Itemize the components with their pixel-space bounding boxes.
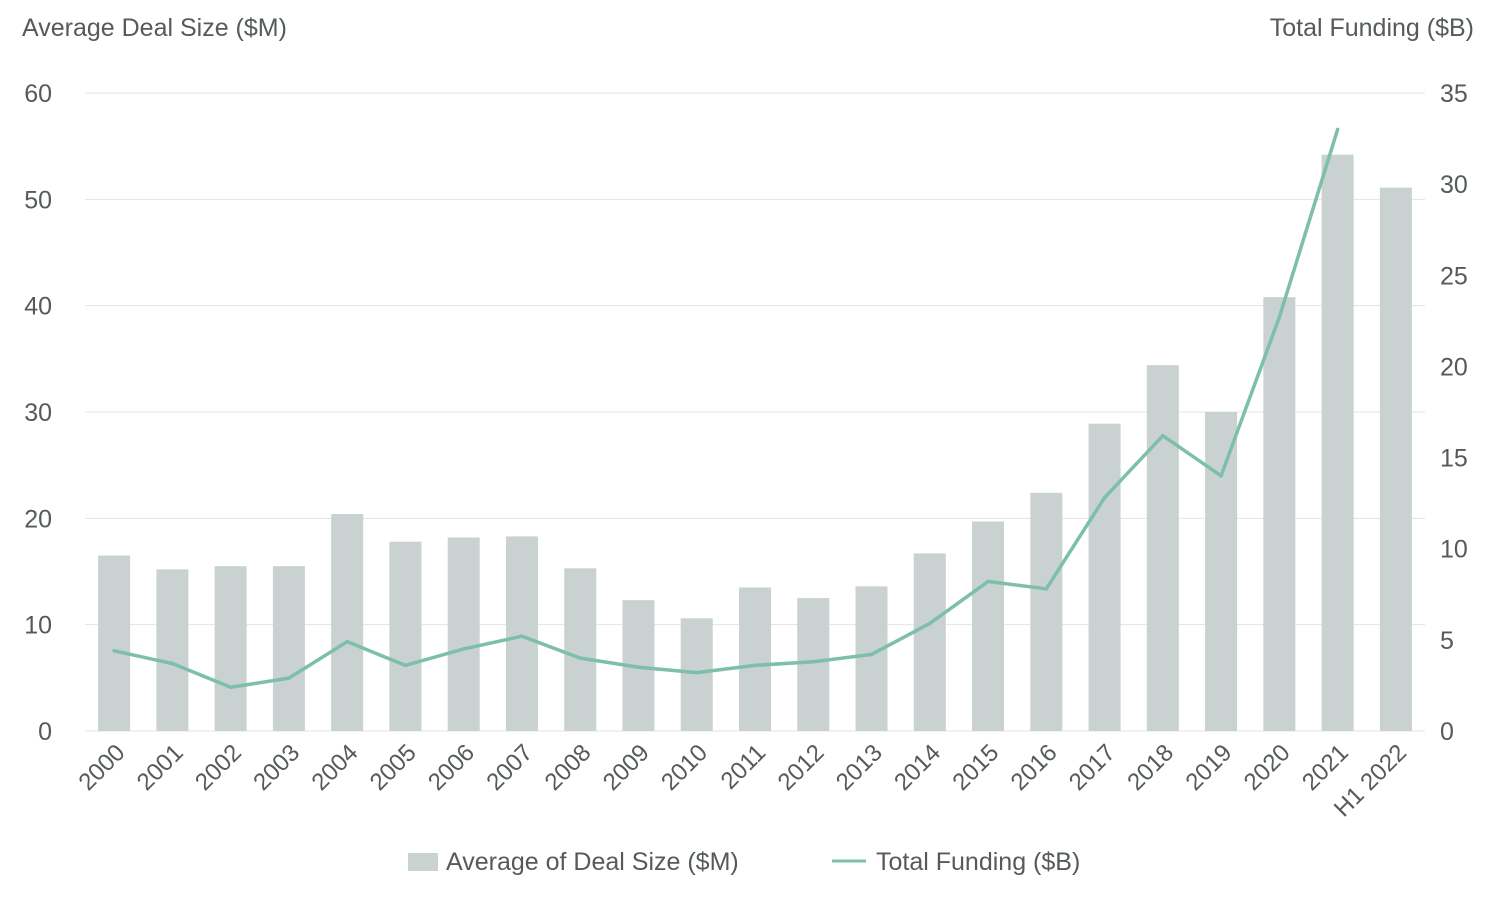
bar <box>739 587 771 731</box>
bar <box>1205 412 1238 731</box>
bar <box>156 569 189 731</box>
left-tick-label: 30 <box>24 399 52 427</box>
x-tick-label: 2018 <box>1122 739 1179 796</box>
x-tick-label: 2005 <box>365 739 422 796</box>
line-point <box>1102 495 1107 500</box>
legend-swatch-bar <box>408 853 438 871</box>
line-point <box>578 656 583 660</box>
right-tick-label: 0 <box>1440 718 1454 746</box>
line-point <box>461 647 466 651</box>
right-tick-label: 15 <box>1440 445 1468 473</box>
right-axis: 0 5 10 15 20 25 30 35 <box>1440 80 1468 746</box>
bar <box>1263 297 1296 731</box>
right-tick-label: 10 <box>1440 536 1468 564</box>
bar-series <box>98 154 1412 732</box>
line-point <box>1161 433 1165 438</box>
bar <box>1379 187 1412 732</box>
line-point <box>694 670 699 675</box>
bar <box>913 553 946 731</box>
bar <box>1321 154 1354 731</box>
bar <box>447 537 480 731</box>
bar <box>1030 492 1063 731</box>
x-axis: 2000 2001 2002 2003 2004 2005 2006 2007 2008 2009… <box>74 739 1413 822</box>
x-tick-label: 2017 <box>1064 739 1121 796</box>
legend-label-bar: Average of Deal Size ($M) <box>446 848 739 876</box>
line-point <box>345 639 349 644</box>
bar <box>680 618 713 731</box>
right-tick-label: 35 <box>1440 80 1468 108</box>
line-point <box>112 648 116 653</box>
line-point <box>927 621 932 626</box>
line-point <box>228 685 233 690</box>
bar <box>564 568 597 731</box>
bar <box>1088 423 1121 731</box>
line-point <box>403 663 408 668</box>
x-tick-label: 2004 <box>307 739 364 796</box>
x-tick-label: 2015 <box>947 739 1004 796</box>
line-point <box>1335 127 1340 132</box>
line-point <box>811 659 816 664</box>
left-axis: 0 10 20 30 40 50 60 <box>24 80 52 746</box>
legend-label-line: Total Funding ($B) <box>876 848 1080 876</box>
line-point <box>170 661 175 666</box>
bar <box>855 586 888 731</box>
bar <box>98 555 131 731</box>
line-series <box>112 127 1340 690</box>
x-tick-label: 2019 <box>1180 739 1237 796</box>
bar <box>272 566 305 731</box>
left-tick-label: 60 <box>24 80 52 108</box>
bar <box>1146 365 1179 731</box>
x-tick-label: 2002 <box>190 739 247 796</box>
x-tick-label: 2010 <box>656 739 713 796</box>
right-tick-label: 5 <box>1440 627 1454 655</box>
line-point <box>1219 474 1223 478</box>
left-tick-label: 20 <box>24 505 52 533</box>
right-tick-label: 30 <box>1440 171 1468 199</box>
bar <box>972 521 1005 731</box>
bar <box>214 566 247 731</box>
bar <box>797 598 830 731</box>
line-point <box>986 579 990 584</box>
x-tick-label: 2003 <box>248 739 305 796</box>
x-tick-label: 2014 <box>889 739 946 796</box>
right-tick-label: 20 <box>1440 353 1468 381</box>
left-axis-title: Average Deal Size ($M) <box>22 14 287 42</box>
x-tick-label: 2000 <box>74 739 131 796</box>
bar <box>505 536 538 731</box>
left-tick-label: 10 <box>24 612 52 640</box>
left-tick-label: 50 <box>24 186 52 214</box>
line-point <box>287 676 291 680</box>
right-axis-title: Total Funding ($B) <box>1270 14 1474 42</box>
x-tick-label: 2020 <box>1239 739 1296 796</box>
line-point <box>1044 587 1049 591</box>
x-tick-label: 2013 <box>831 739 888 796</box>
line-point <box>520 634 524 639</box>
left-tick-label: 0 <box>38 718 52 746</box>
x-tick-label: 2011 <box>716 739 772 795</box>
right-tick-label: 25 <box>1440 262 1468 290</box>
x-tick-label: 2007 <box>481 739 538 796</box>
bar <box>389 541 422 731</box>
x-tick-label: 2012 <box>773 739 830 796</box>
left-tick-label: 40 <box>24 293 52 321</box>
series-line <box>113 128 1340 690</box>
x-tick-label: 2009 <box>598 739 655 796</box>
gridlines <box>85 92 1425 732</box>
x-tick-label: 2001 <box>132 739 189 796</box>
x-tick-label: 2008 <box>540 739 597 796</box>
x-tick-label: 2016 <box>1006 739 1063 796</box>
line-point <box>636 665 641 669</box>
x-tick-label: 2006 <box>423 739 480 796</box>
bar <box>331 514 364 731</box>
line-point <box>753 663 757 668</box>
legend: Average of Deal Size ($M) Total Funding … <box>408 848 1080 876</box>
line-point <box>1277 315 1282 320</box>
line-point <box>869 652 874 657</box>
